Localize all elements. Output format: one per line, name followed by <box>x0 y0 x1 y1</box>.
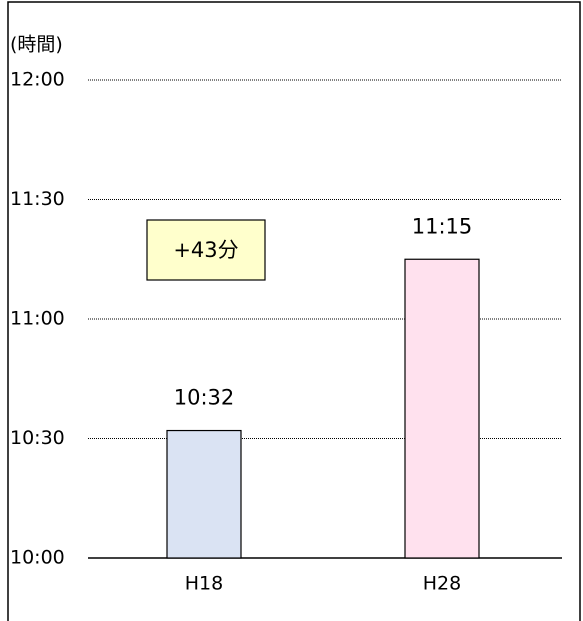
y-tick-label: 12:00 <box>10 69 65 91</box>
y-axis-label: (時間) <box>10 34 63 56</box>
annotation-box <box>146 219 266 281</box>
value-label: 11:15 <box>412 214 473 238</box>
y-tick-label: 10:00 <box>10 547 65 569</box>
bar <box>404 258 480 559</box>
x-tick-label: H18 <box>185 573 223 595</box>
y-tick-label: 11:00 <box>10 308 65 330</box>
annotation: +43分 <box>173 238 238 262</box>
y-tick-label: 10:30 <box>10 427 65 449</box>
x-tick-label: H28 <box>423 573 461 595</box>
frame <box>7 1 581 621</box>
bar <box>166 429 242 559</box>
y-tick-label: 11:30 <box>10 188 65 210</box>
value-label: 10:32 <box>174 386 235 410</box>
